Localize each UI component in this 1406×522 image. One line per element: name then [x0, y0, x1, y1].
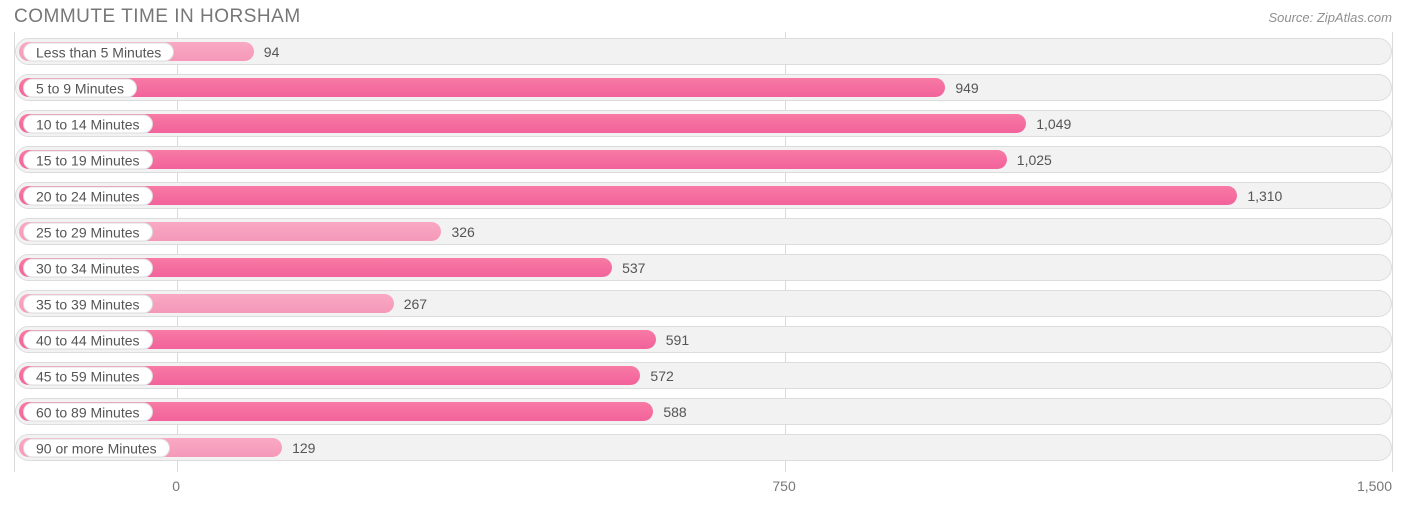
bar-track: 20 to 24 Minutes 1,310 — [15, 182, 1392, 209]
bar-track: 35 to 39 Minutes 267 — [15, 290, 1392, 317]
bar-value-label: 1,025 — [1017, 152, 1052, 168]
chart-plot: Less than 5 Minutes 94 5 to 9 Minutes 949 10… — [14, 32, 1392, 472]
bar-value-label: 267 — [404, 296, 427, 312]
bar-value-label: 1,049 — [1036, 116, 1071, 132]
x-axis: 0 750 1,500 — [14, 478, 1392, 508]
bar-track: 25 to 29 Minutes 326 — [15, 218, 1392, 245]
bar-track: 40 to 44 Minutes 591 — [15, 326, 1392, 353]
bar-category-label: 40 to 44 Minutes — [23, 330, 153, 349]
bar-track: Less than 5 Minutes 94 — [15, 38, 1392, 65]
bar-value-label: 129 — [292, 440, 315, 456]
bar-category-label: 15 to 19 Minutes — [23, 150, 153, 169]
gridline — [1392, 32, 1393, 472]
bar-fill — [19, 186, 1237, 205]
bar-category-label: Less than 5 Minutes — [23, 42, 174, 61]
chart-header: COMMUTE TIME IN HORSHAM Source: ZipAtlas… — [0, 0, 1406, 32]
bar-fill — [19, 78, 945, 97]
bar-value-label: 326 — [451, 224, 474, 240]
bar-category-label: 45 to 59 Minutes — [23, 366, 153, 385]
bar-value-label: 591 — [666, 332, 689, 348]
bar-track: 90 or more Minutes 129 — [15, 434, 1392, 461]
chart-source: Source: ZipAtlas.com — [1268, 10, 1392, 25]
bar-category-label: 30 to 34 Minutes — [23, 258, 153, 277]
bar-value-label: 94 — [264, 44, 280, 60]
chart-area: Less than 5 Minutes 94 5 to 9 Minutes 949 10… — [0, 32, 1406, 508]
source-name: ZipAtlas.com — [1317, 10, 1392, 25]
bar-track: 5 to 9 Minutes 949 — [15, 74, 1392, 101]
bar-category-label: 25 to 29 Minutes — [23, 222, 153, 241]
bar-value-label: 537 — [622, 260, 645, 276]
bar-track: 10 to 14 Minutes 1,049 — [15, 110, 1392, 137]
x-axis-tick: 0 — [172, 478, 180, 494]
bar-value-label: 588 — [663, 404, 686, 420]
x-axis-tick: 750 — [772, 478, 795, 494]
bar-fill — [19, 150, 1007, 169]
bar-category-label: 5 to 9 Minutes — [23, 78, 137, 97]
bar-category-label: 60 to 89 Minutes — [23, 402, 153, 421]
bar-category-label: 35 to 39 Minutes — [23, 294, 153, 313]
bar-value-label: 949 — [955, 80, 978, 96]
bar-track: 30 to 34 Minutes 537 — [15, 254, 1392, 281]
chart-title: COMMUTE TIME IN HORSHAM — [14, 6, 301, 28]
bar-value-label: 1,310 — [1247, 188, 1282, 204]
bar-value-label: 572 — [650, 368, 673, 384]
x-axis-tick: 1,500 — [1357, 478, 1392, 494]
chart-bars: Less than 5 Minutes 94 5 to 9 Minutes 949 10… — [15, 32, 1392, 461]
bar-category-label: 20 to 24 Minutes — [23, 186, 153, 205]
bar-track: 60 to 89 Minutes 588 — [15, 398, 1392, 425]
bar-track: 45 to 59 Minutes 572 — [15, 362, 1392, 389]
bar-fill — [19, 114, 1026, 133]
bar-category-label: 90 or more Minutes — [23, 438, 170, 457]
bar-track: 15 to 19 Minutes 1,025 — [15, 146, 1392, 173]
source-prefix: Source: — [1268, 10, 1316, 25]
bar-category-label: 10 to 14 Minutes — [23, 114, 153, 133]
